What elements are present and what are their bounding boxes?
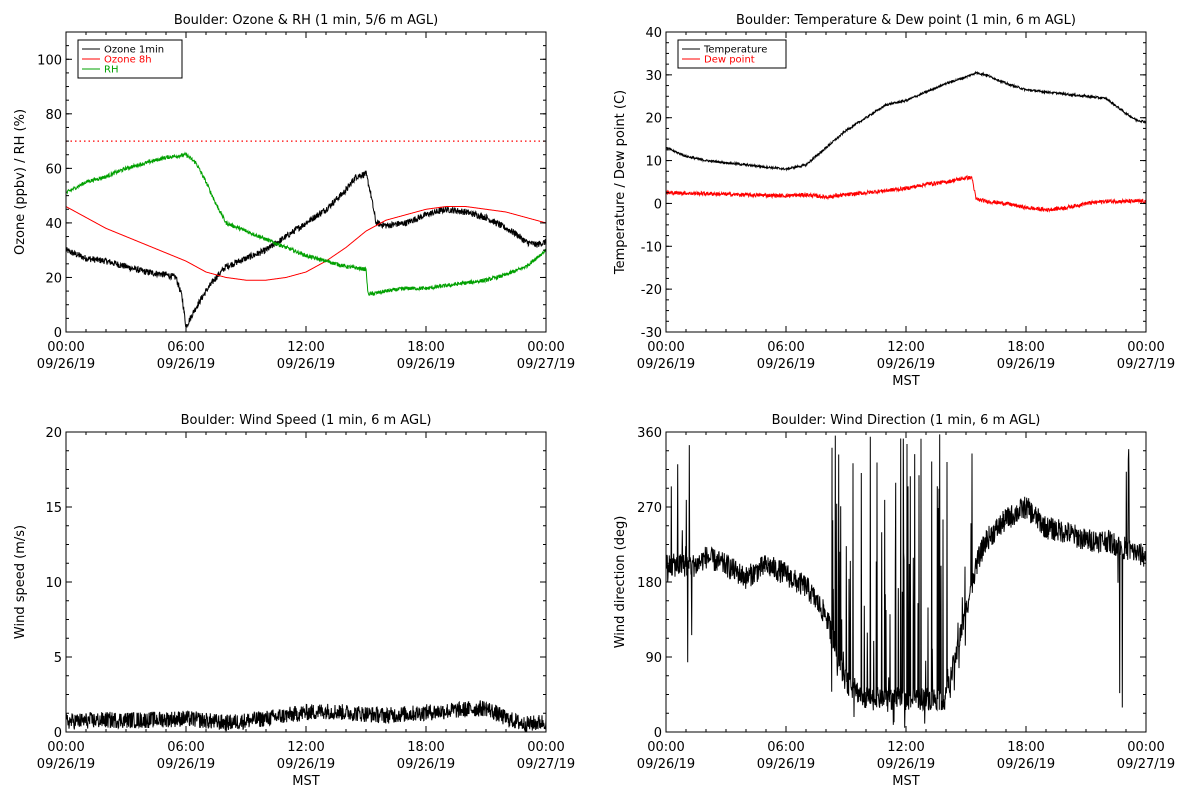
- legend-box: [677, 39, 787, 69]
- y-tick-label: 40: [645, 26, 662, 41]
- x-tick-date: 09/26/19: [757, 357, 815, 372]
- chart-title: Boulder: Wind Speed (1 min, 6 m AGL): [181, 413, 432, 428]
- y-tick-label: 20: [45, 426, 62, 441]
- x-tick-time: 18:00: [407, 740, 444, 755]
- x-tick-time: 12:00: [287, 740, 324, 755]
- plot-frame: [665, 31, 1147, 333]
- legend-label: Ozone 1min: [104, 45, 164, 56]
- x-tick-date: 09/26/19: [997, 357, 1055, 372]
- y-axis-label: Wind speed (m/s): [13, 525, 28, 639]
- plot-frame: [65, 431, 547, 733]
- series-line-temperature: [665, 70, 1147, 172]
- chart-title: Boulder: Temperature & Dew point (1 min,…: [736, 13, 1076, 28]
- chart-ozone-rh: Boulder: Ozone & RH (1 min, 5/6 m AGL) 0 2…: [13, 13, 575, 372]
- x-tick-date: 09/26/19: [157, 757, 215, 772]
- y-tick-label: -20: [641, 283, 662, 298]
- x-tick-date: 09/26/19: [637, 757, 695, 772]
- series-line-ozone-1min: [65, 170, 547, 328]
- y-tick-label: 360: [637, 426, 662, 441]
- x-tick-date: 09/26/19: [37, 757, 95, 772]
- x-tick-time: 00:00: [647, 740, 684, 755]
- x-tick-time: 06:00: [767, 740, 804, 755]
- y-tick-label: 40: [45, 217, 62, 232]
- x-tick-date: 09/26/19: [397, 757, 455, 772]
- x-tick-time: 00:00: [47, 740, 84, 755]
- y-tick-label: -30: [641, 326, 662, 341]
- x-tick-date: 09/26/19: [157, 357, 215, 372]
- x-tick-time: 00:00: [1127, 340, 1164, 355]
- x-axis-label: MST: [892, 374, 919, 389]
- y-axis-label: Wind direction (deg): [613, 516, 628, 649]
- x-tick-date: 09/26/19: [397, 357, 455, 372]
- x-tick-time: 06:00: [167, 740, 204, 755]
- chart-title: Boulder: Wind Direction (1 min, 6 m AGL): [772, 413, 1041, 428]
- y-tick-label: 10: [645, 155, 662, 170]
- y-tick-label: 100: [37, 53, 62, 68]
- x-tick-date: 09/26/19: [277, 357, 335, 372]
- x-tick-date: 09/26/19: [637, 357, 695, 372]
- chart-title: Boulder: Ozone & RH (1 min, 5/6 m AGL): [174, 13, 438, 28]
- x-tick-time: 12:00: [887, 740, 924, 755]
- x-tick-time: 06:00: [167, 340, 204, 355]
- y-tick-label: 15: [45, 501, 62, 516]
- x-tick-date: 09/27/19: [1117, 357, 1175, 372]
- x-tick-time: 00:00: [527, 340, 564, 355]
- x-tick-time: 06:00: [767, 340, 804, 355]
- y-tick-label: 0: [654, 197, 662, 212]
- x-tick-time: 18:00: [407, 340, 444, 355]
- y-tick-label: 60: [45, 162, 62, 177]
- y-axis-label: Ozone (ppbv) / RH (%): [13, 109, 28, 255]
- y-tick-label: 20: [45, 271, 62, 286]
- y-tick-label: 0: [654, 726, 662, 741]
- legend-label: RH: [104, 65, 118, 76]
- y-tick-label: 270: [637, 501, 662, 516]
- series-line-main: [665, 434, 1147, 728]
- y-tick-label: 10: [45, 576, 62, 591]
- y-tick-label: 90: [645, 651, 662, 666]
- series-line-rh: [65, 151, 547, 297]
- x-tick-date: 09/26/19: [277, 757, 335, 772]
- x-tick-time: 18:00: [1007, 340, 1044, 355]
- x-tick-date: 09/26/19: [757, 757, 815, 772]
- x-tick-time: 00:00: [1127, 740, 1164, 755]
- y-tick-label: 5: [54, 651, 62, 666]
- chart-wind-speed: Boulder: Wind Speed (1 min, 6 m AGL) 0 5 10…: [13, 413, 575, 789]
- y-axis-label: Temperature / Dew point (C): [613, 90, 628, 275]
- x-tick-time: 18:00: [1007, 740, 1044, 755]
- legend-label: Ozone 8h: [104, 55, 152, 66]
- x-axis-label: MST: [292, 774, 319, 789]
- x-tick-time: 12:00: [287, 340, 324, 355]
- x-tick-time: 00:00: [47, 340, 84, 355]
- y-tick-label: 20: [645, 112, 662, 127]
- y-tick-label: 30: [645, 69, 662, 84]
- x-tick-date: 09/27/19: [517, 757, 575, 772]
- chart-temp-dew: Boulder: Temperature & Dew point (1 min,…: [613, 13, 1175, 389]
- y-tick-label: -10: [641, 240, 662, 255]
- legend-label: Dew point: [704, 55, 755, 66]
- series-line-ozone-8h: [65, 206, 547, 281]
- chart-wind-dir: Boulder: Wind Direction (1 min, 6 m AGL)…: [613, 413, 1175, 789]
- x-tick-date: 09/27/19: [517, 357, 575, 372]
- legend-label: Temperature: [703, 45, 767, 56]
- y-tick-label: 0: [54, 726, 62, 741]
- y-tick-label: 180: [637, 576, 662, 591]
- x-tick-date: 09/27/19: [1117, 757, 1175, 772]
- x-tick-time: 00:00: [647, 340, 684, 355]
- x-tick-date: 09/26/19: [877, 757, 935, 772]
- series-line-main: [65, 700, 547, 733]
- x-tick-time: 00:00: [527, 740, 564, 755]
- x-axis-label: MST: [892, 774, 919, 789]
- x-tick-date: 09/26/19: [37, 357, 95, 372]
- x-tick-time: 12:00: [887, 340, 924, 355]
- x-tick-date: 09/26/19: [997, 757, 1055, 772]
- y-tick-label: 80: [45, 108, 62, 123]
- series-line-dew-point: [665, 174, 1147, 213]
- y-tick-label: 0: [54, 326, 62, 341]
- x-tick-date: 09/26/19: [877, 357, 935, 372]
